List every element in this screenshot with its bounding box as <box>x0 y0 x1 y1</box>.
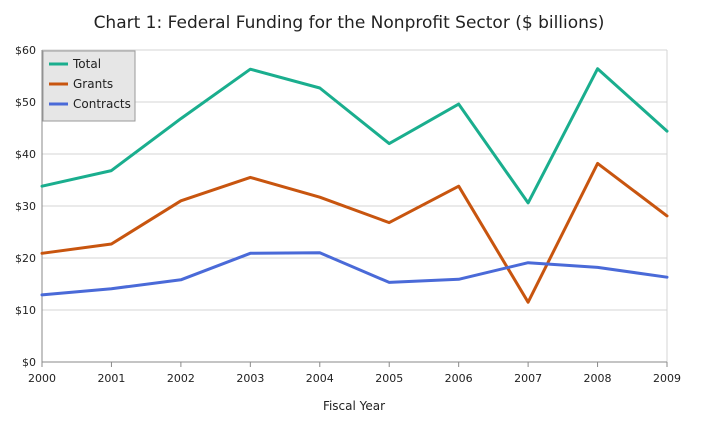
y-tick-label: $60 <box>15 44 36 57</box>
series-lines <box>40 67 669 304</box>
x-axis-label: Fiscal Year <box>323 399 385 413</box>
y-tick-label: $40 <box>15 148 36 161</box>
y-tick-label: $30 <box>15 200 36 213</box>
series-line-grants <box>40 161 669 304</box>
chart-title: Chart 1: Federal Funding for the Nonprof… <box>94 13 605 33</box>
y-tick-label: $50 <box>15 96 36 109</box>
x-tick-label: 2002 <box>167 372 195 385</box>
x-tick-label: 2008 <box>584 372 612 385</box>
legend-label: Grants <box>73 77 113 91</box>
series-line-total <box>40 67 669 205</box>
grid <box>42 49 668 362</box>
y-tick-label: $20 <box>15 252 36 265</box>
x-tick-label: 2003 <box>236 372 264 385</box>
x-tick-label: 2009 <box>653 372 681 385</box>
x-tick-label: 2006 <box>445 372 473 385</box>
x-tick-label: 2005 <box>375 372 403 385</box>
series-line-contracts <box>40 251 669 297</box>
x-tick-label: 2004 <box>306 372 334 385</box>
x-tick-label: 2000 <box>28 372 56 385</box>
legend-label: Contracts <box>73 97 131 111</box>
legend-label: Total <box>72 57 101 71</box>
y-tick-label: $0 <box>22 356 36 369</box>
legend: Total Grants Contracts <box>42 50 136 122</box>
axes: $0 $10 $20 $30 $40 $50 $60 2000 2001 2002 2003 2004… <box>15 44 681 385</box>
y-tick-label: $10 <box>15 304 36 317</box>
x-tick-label: 2007 <box>514 372 542 385</box>
x-tick-label: 2001 <box>97 372 125 385</box>
